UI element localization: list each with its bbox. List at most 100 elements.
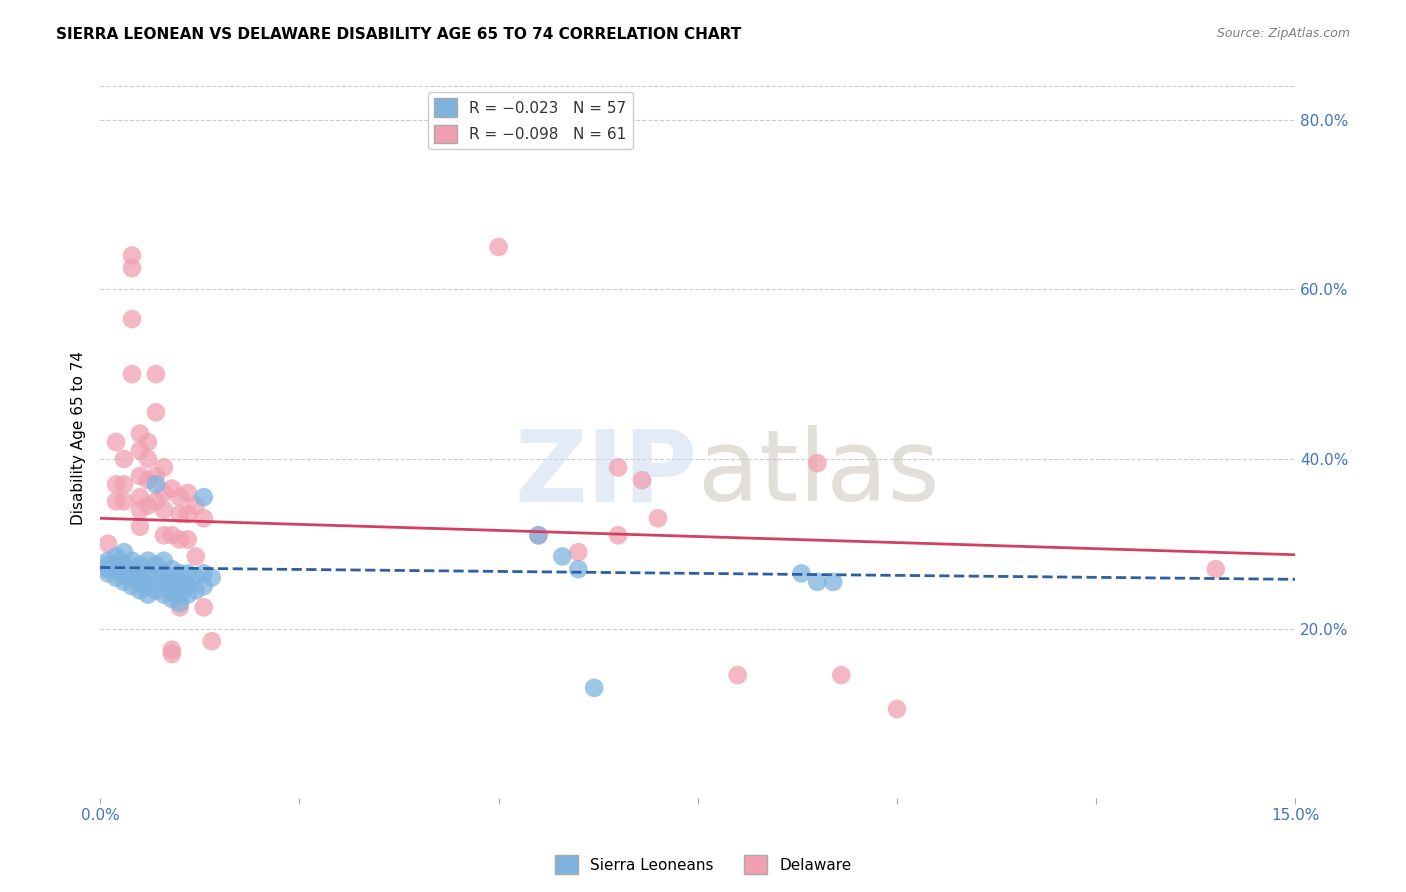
Point [97,554,120,568]
Point [583,681,606,695]
Point [184,549,207,564]
Point [136,473,159,487]
Point [97,537,120,551]
Point [177,579,200,593]
Point [121,579,143,593]
Point [160,583,183,598]
Point [129,574,152,589]
Point [112,477,135,491]
Point [567,562,589,576]
Legend: R = −0.023   N = 57, R = −0.098   N = 61: R = −0.023 N = 57, R = −0.098 N = 61 [429,92,633,150]
Point [886,702,908,716]
Point [129,583,152,598]
Point [105,562,128,576]
Point [201,634,224,648]
Point [153,528,176,542]
Point [136,435,159,450]
Point [177,566,200,581]
Point [527,528,550,542]
Point [169,600,191,615]
Point [121,562,143,576]
Point [153,486,176,500]
Point [567,545,589,559]
Point [184,571,207,585]
Point [160,574,183,589]
Text: Source: ZipAtlas.com: Source: ZipAtlas.com [1216,27,1350,40]
Point [153,574,176,589]
Point [177,486,200,500]
Point [136,588,159,602]
Point [121,367,143,381]
Point [136,554,159,568]
Point [145,494,167,508]
Point [169,574,191,589]
Point [153,503,176,517]
Point [169,566,191,581]
Point [121,312,143,326]
Point [97,562,120,576]
Point [112,558,135,572]
Point [160,642,183,657]
Point [129,520,152,534]
Point [129,566,152,581]
Point [97,558,120,572]
Point [129,469,152,483]
Point [129,490,152,504]
Point [129,426,152,441]
Point [129,558,152,572]
Point [136,499,159,513]
Point [201,571,224,585]
Point [153,588,176,602]
Text: atlas: atlas [697,425,939,523]
Text: SIERRA LEONEAN VS DELAWARE DISABILITY AGE 65 TO 74 CORRELATION CHART: SIERRA LEONEAN VS DELAWARE DISABILITY AG… [56,27,741,42]
Point [105,571,128,585]
Point [112,574,135,589]
Point [121,261,143,276]
Legend: Sierra Leoneans, Delaware: Sierra Leoneans, Delaware [548,849,858,880]
Point [169,507,191,521]
Point [177,507,200,521]
Point [806,574,828,589]
Point [184,499,207,513]
Point [830,668,852,682]
Point [527,528,550,542]
Point [169,588,191,602]
Point [136,452,159,467]
Point [112,545,135,559]
Point [727,668,749,682]
Point [129,443,152,458]
Point [160,528,183,542]
Point [145,583,167,598]
Point [193,600,215,615]
Point [145,405,167,419]
Point [169,596,191,610]
Point [136,566,159,581]
Point [169,533,191,547]
Point [169,490,191,504]
Point [105,549,128,564]
Point [193,511,215,525]
Point [153,566,176,581]
Point [607,460,630,475]
Point [160,647,183,661]
Y-axis label: Disability Age 65 to 74: Disability Age 65 to 74 [72,351,86,524]
Point [1205,562,1227,576]
Point [145,477,167,491]
Point [647,511,669,525]
Point [105,494,128,508]
Point [121,571,143,585]
Point [145,571,167,585]
Point [551,549,574,564]
Point [806,456,828,470]
Point [112,494,135,508]
Point [790,566,813,581]
Point [112,452,135,467]
Point [105,558,128,572]
Point [105,477,128,491]
Point [153,554,176,568]
Point [488,240,510,254]
Point [193,490,215,504]
Point [145,469,167,483]
Point [105,435,128,450]
Point [177,533,200,547]
